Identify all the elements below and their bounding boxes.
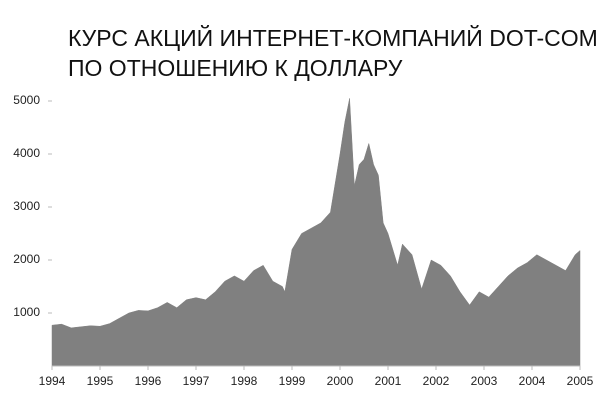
x-tick-label: 2001 bbox=[375, 374, 402, 388]
x-tick-label: 2003 bbox=[471, 374, 498, 388]
x-tick-label: 2004 bbox=[519, 374, 546, 388]
chart-title: КУРС АКЦИЙ ИНТЕРНЕТ-КОМПАНИЙ DOT-COM bbox=[68, 24, 598, 51]
y-tick-label: 2000 bbox=[13, 252, 40, 266]
y-tick-label: 4000 bbox=[13, 146, 40, 160]
x-tick-label: 2002 bbox=[423, 374, 450, 388]
x-tick-label: 1995 bbox=[87, 374, 114, 388]
x-tick-label: 1999 bbox=[279, 374, 306, 388]
chart-title: ПО ОТНОШЕНИЮ К ДОЛЛАРУ bbox=[68, 55, 403, 81]
x-tick-label: 2005 bbox=[567, 374, 594, 388]
area bbox=[51, 98, 581, 367]
x-tick-label: 1997 bbox=[183, 374, 210, 388]
x-tick-label: 1996 bbox=[135, 374, 162, 388]
y-tick-label: 1000 bbox=[13, 305, 40, 319]
y-tick-label: 3000 bbox=[13, 199, 40, 213]
x-tick-label: 1998 bbox=[231, 374, 258, 388]
y-tick-label: 5000 bbox=[13, 93, 40, 107]
x-tick-label: 1994 bbox=[39, 374, 66, 388]
x-tick-label: 2000 bbox=[327, 374, 354, 388]
